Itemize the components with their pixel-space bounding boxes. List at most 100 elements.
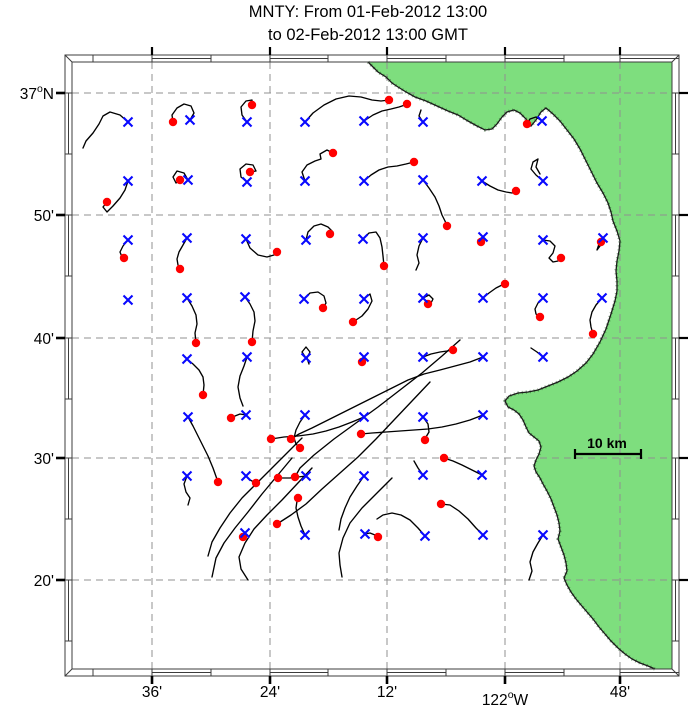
start-position-x — [358, 351, 370, 363]
start-position-x — [240, 470, 252, 482]
y-tick-label: 37oN — [20, 83, 54, 103]
start-position-x — [357, 233, 369, 245]
drifter-trajectory — [239, 163, 257, 183]
drifter-trajectory — [589, 297, 603, 335]
drifter-trajectory — [443, 457, 483, 476]
end-position-dot — [328, 148, 338, 158]
end-position-dot — [213, 477, 223, 487]
drifter-trajectory — [362, 231, 385, 267]
start-position-x — [417, 469, 429, 481]
drifter-trajectory — [376, 512, 426, 537]
start-position-x — [358, 293, 370, 305]
frame-corner — [64, 54, 73, 63]
start-position-x — [300, 234, 312, 246]
drifter-trajectory — [481, 180, 517, 194]
y-tick-label: 20' — [34, 573, 54, 590]
end-position-dot — [384, 95, 394, 105]
start-position-x — [477, 409, 489, 421]
drifter-trajectory — [183, 475, 191, 506]
drifter-trajectory — [102, 180, 129, 213]
axis-tick-labels: 36' 24' 12' 122oW 48' 37oN 50' 40' 30' 20' — [20, 83, 630, 709]
end-position-dot — [290, 472, 300, 482]
drifter-trajectory — [238, 467, 313, 581]
end-position-dot — [448, 345, 458, 355]
start-position-x — [184, 114, 196, 126]
end-position-dot — [293, 493, 303, 503]
end-position-dot — [175, 264, 185, 274]
start-position-x — [359, 528, 371, 540]
drifter-trajectory — [270, 416, 365, 440]
drifter-trajectory — [237, 356, 248, 407]
end-position-dot — [266, 434, 276, 444]
end-position-dot — [500, 279, 510, 289]
end-position-dot — [325, 229, 335, 239]
end-position-dot — [251, 478, 261, 488]
end-position-dot — [318, 303, 328, 313]
end-position-dot — [272, 247, 282, 257]
start-position-x — [358, 175, 370, 187]
drifter-trajectory — [530, 158, 544, 182]
end-position-dot — [373, 532, 383, 542]
start-position-x — [358, 470, 370, 482]
x-tick-label: 12' — [377, 684, 397, 701]
start-position-x — [417, 351, 429, 363]
start-position-x — [241, 176, 253, 188]
drifter-trajectory — [303, 291, 327, 309]
start-position-x — [299, 529, 311, 541]
start-position-x — [181, 232, 193, 244]
drifter-trajectory — [171, 103, 195, 123]
start-position-x — [358, 115, 370, 127]
coast-line — [367, 61, 656, 670]
end-position-dot — [442, 221, 452, 231]
start-position-x — [537, 529, 549, 541]
end-position-dot — [522, 119, 532, 129]
start-position-x — [299, 409, 311, 421]
start-position-x — [477, 529, 489, 541]
end-position-dot — [245, 167, 255, 177]
drifter-trajectory — [82, 111, 129, 149]
end-position-dot — [511, 186, 521, 196]
start-position-x — [358, 411, 370, 423]
drifter-trajectory — [290, 356, 484, 440]
end-position-dot — [119, 253, 129, 263]
end-position-dot — [596, 237, 606, 247]
start-position-x — [477, 351, 489, 363]
end-position-dot — [356, 429, 366, 439]
drifter-trajectory — [245, 238, 278, 258]
start-position-x — [240, 233, 252, 245]
frame-outer — [64, 54, 680, 677]
start-position-x — [477, 292, 489, 304]
start-position-x — [299, 175, 311, 187]
end-position-dot — [535, 312, 545, 322]
drifter-trajectory — [360, 414, 484, 435]
end-position-dot — [175, 175, 185, 185]
start-position-x — [537, 292, 549, 304]
end-position-dot — [588, 329, 598, 339]
start-position-x — [476, 175, 488, 187]
end-position-dot — [272, 519, 282, 529]
start-position-x — [417, 174, 429, 186]
end-position-dot — [295, 443, 305, 453]
drifter-trajectory — [363, 103, 408, 122]
start-position-x — [300, 352, 312, 364]
start-position-x — [241, 116, 253, 128]
end-position-dot — [439, 453, 449, 463]
scale-bar-label: 10 km — [587, 435, 627, 451]
drifter-trajectory — [363, 161, 415, 182]
start-position-x — [239, 527, 251, 539]
start-position-x — [300, 470, 312, 482]
start-position-x — [536, 115, 548, 127]
trajectory-markers — [102, 95, 609, 542]
end-position-dot — [247, 337, 257, 347]
start-position-x — [181, 353, 193, 365]
end-position-dot — [348, 317, 358, 327]
y-tick-label: 40' — [34, 331, 54, 348]
scale-bar — [573, 449, 643, 459]
drifter-trajectory — [542, 239, 562, 263]
end-position-dot — [247, 100, 257, 110]
x-tick-label: 48' — [610, 684, 630, 701]
start-position-x — [477, 231, 489, 243]
end-position-dot — [102, 197, 112, 207]
y-tick-label: 30' — [34, 451, 54, 468]
